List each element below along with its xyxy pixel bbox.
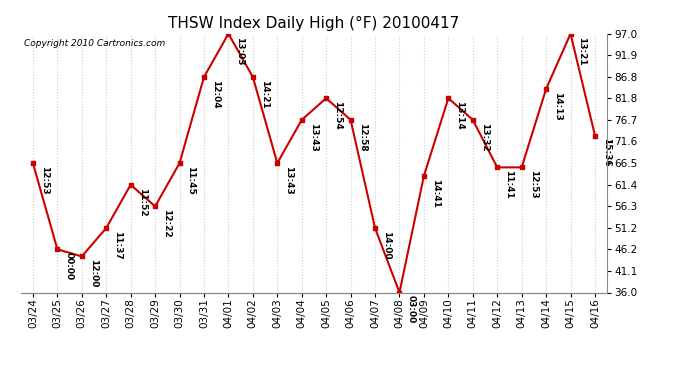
Text: 03:00: 03:00: [406, 295, 415, 324]
Point: [565, 31, 576, 37]
Text: 14:21: 14:21: [260, 80, 269, 108]
Text: 13:43: 13:43: [308, 123, 317, 152]
Point: [418, 173, 429, 179]
Text: 13:32: 13:32: [480, 123, 489, 151]
Point: [125, 182, 136, 188]
Point: [28, 160, 39, 166]
Point: [516, 164, 527, 170]
Point: [52, 246, 63, 252]
Point: [174, 160, 185, 166]
Text: 14:00: 14:00: [382, 231, 391, 259]
Text: 12:53: 12:53: [40, 166, 49, 195]
Text: 11:41: 11:41: [504, 170, 513, 199]
Point: [223, 31, 234, 37]
Point: [394, 290, 405, 296]
Text: Copyright 2010 Cartronics.com: Copyright 2010 Cartronics.com: [23, 39, 165, 48]
Text: 00:00: 00:00: [64, 252, 73, 280]
Point: [296, 117, 307, 123]
Text: 12:54: 12:54: [333, 101, 342, 130]
Point: [199, 74, 210, 80]
Point: [345, 117, 356, 123]
Point: [589, 132, 600, 138]
Text: 12:22: 12:22: [162, 209, 171, 238]
Text: 12:04: 12:04: [211, 80, 220, 108]
Point: [467, 117, 478, 123]
Text: 11:37: 11:37: [113, 231, 122, 260]
Text: 14:13: 14:13: [553, 92, 562, 120]
Point: [150, 203, 161, 209]
Text: 13:21: 13:21: [578, 36, 586, 65]
Text: 14:41: 14:41: [431, 178, 440, 207]
Text: 15:36: 15:36: [602, 138, 611, 167]
Text: 12:00: 12:00: [89, 259, 98, 288]
Text: 12:58: 12:58: [357, 123, 366, 151]
Point: [492, 164, 503, 170]
Text: 12:53: 12:53: [529, 170, 538, 199]
Title: THSW Index Daily High (°F) 20100417: THSW Index Daily High (°F) 20100417: [168, 16, 460, 31]
Point: [77, 254, 88, 260]
Text: 13:14: 13:14: [455, 101, 464, 130]
Point: [321, 95, 332, 101]
Text: 11:45: 11:45: [186, 166, 195, 195]
Point: [370, 225, 381, 231]
Point: [443, 95, 454, 101]
Point: [101, 225, 112, 231]
Point: [247, 74, 258, 80]
Text: 13:43: 13:43: [284, 166, 293, 195]
Text: 11:52: 11:52: [137, 188, 146, 216]
Point: [272, 160, 283, 166]
Point: [540, 86, 551, 92]
Text: 13:03: 13:03: [235, 36, 244, 65]
